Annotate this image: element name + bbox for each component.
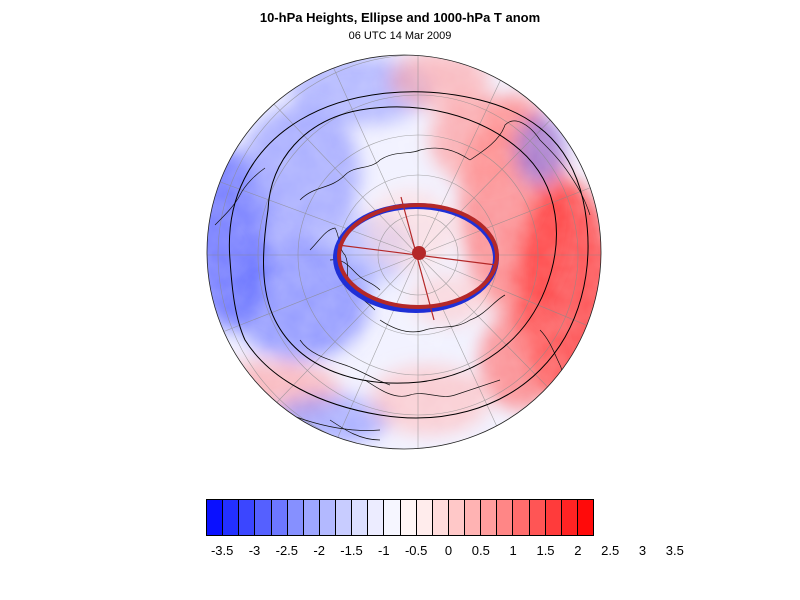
colorbar-swatch: [368, 500, 385, 535]
colorbar-swatch: [207, 500, 224, 535]
colorbar-swatch: [336, 500, 353, 535]
colorbar-tick-label: -3: [248, 543, 261, 558]
colorbar-swatch: [400, 500, 417, 535]
height-contours: [228, 91, 589, 419]
colorbar-tick-label: 1.5: [536, 543, 555, 558]
colorbar-swatch: [545, 500, 562, 535]
colorbar-tick-label: 3: [638, 543, 647, 558]
colorbar-swatch: [271, 500, 288, 535]
map-title: 10-hPa Heights, Ellipse and 1000-hPa T a…: [259, 10, 541, 25]
colorbar-swatch: [384, 500, 401, 535]
colorbar-swatch: [255, 500, 272, 535]
colorbar-tick-label: -1.5: [340, 543, 363, 558]
colorbar-swatch: [416, 500, 433, 535]
map-subtitle: 06 UTC 14 Mar 2009: [348, 30, 452, 42]
colorbar-swatch: [448, 500, 465, 535]
colorbar-tick-label: 2: [574, 543, 582, 558]
colorbar-tick-label: 0.5: [471, 543, 490, 558]
colorbar-tick-label: -3.5: [210, 543, 234, 558]
colorbar-swatch: [465, 500, 482, 535]
colorbar-swatch: [239, 500, 256, 535]
colorbar-swatch: [352, 500, 369, 535]
vortex-ellipse: [333, 196, 499, 321]
colorbar-tick-label: 0: [444, 543, 453, 558]
colorbar-swatch: [529, 500, 546, 535]
colorbar: [206, 499, 594, 536]
globe-outline: [206, 54, 602, 450]
colorbar-swatch: [497, 500, 514, 535]
colorbar-tick-label: 2.5: [601, 543, 620, 558]
colorbar-tick-label: -1: [378, 543, 390, 558]
polar-stereographic-map: [206, 54, 602, 450]
colorbar-tick-label: -2.5: [275, 543, 299, 558]
colorbar-tick-label: -0.5: [404, 543, 428, 558]
colorbar-tick-label: 1: [509, 543, 517, 558]
colorbar-swatch: [303, 500, 320, 535]
colorbar-swatch: [287, 500, 304, 535]
colorbar-tick-label: 3.5: [665, 543, 684, 558]
colorbar-swatch: [561, 500, 578, 535]
colorbar-swatch: [432, 500, 449, 535]
colorbar-swatch: [577, 500, 593, 535]
temperature-anomaly-field: [207, 55, 601, 449]
colorbar-tick-label: -2: [313, 543, 325, 558]
colorbar-swatch: [513, 500, 530, 535]
colorbar-swatch: [319, 500, 336, 535]
colorbar-labels: -3.5 -3 -2.5 -2 -1.5 -1 -0.5 0 0.5 1 1.5 2 2.5 3 3.5: [0, 543, 800, 561]
colorbar-swatch: [481, 500, 498, 535]
colorbar-swatch: [223, 500, 240, 535]
